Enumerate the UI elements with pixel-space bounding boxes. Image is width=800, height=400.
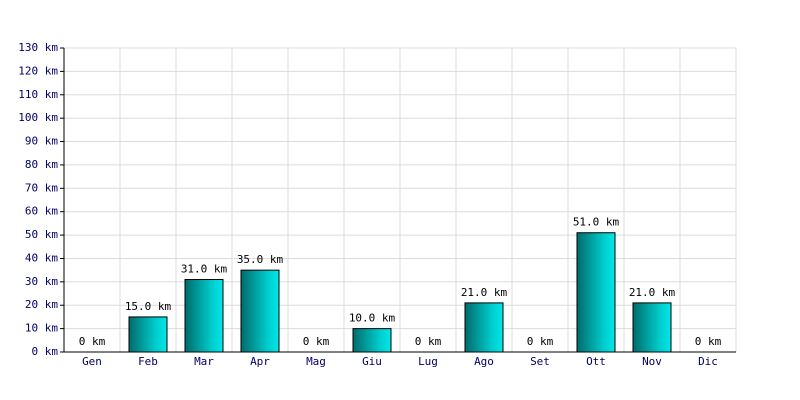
bar [632, 302, 672, 353]
value-label: 31.0 km [181, 263, 228, 276]
x-tick-label: Gen [82, 355, 102, 368]
bar [352, 328, 392, 353]
value-label: 0 km [79, 335, 106, 348]
value-label: 0 km [415, 335, 442, 348]
x-tick-label: Dic [698, 355, 718, 368]
y-tick-label: 90 km [25, 135, 58, 148]
bar [184, 279, 224, 353]
value-label: 0 km [527, 335, 554, 348]
value-label: 0 km [695, 335, 722, 348]
x-tick-label: Set [530, 355, 550, 368]
marks-layer: 0 km 10 km 20 km 30 km 40 km 50 km 60 km 70 km 8… [18, 41, 736, 368]
y-tick-label: 110 km [18, 88, 58, 101]
x-tick-label: Feb [138, 355, 158, 368]
x-tick-label: Giu [362, 355, 382, 368]
value-label: 21.0 km [461, 286, 508, 299]
y-tick-label: 100 km [18, 111, 58, 124]
x-tick-label: Mar [194, 355, 214, 368]
x-tick-label: Nov [642, 355, 662, 368]
y-tick-label: 40 km [25, 251, 58, 264]
value-label: 0 km [303, 335, 330, 348]
bar [128, 316, 168, 353]
value-label: 15.0 km [125, 300, 172, 313]
value-label: 21.0 km [629, 286, 676, 299]
value-label: 51.0 km [573, 216, 620, 229]
x-tick-label: Mag [306, 355, 326, 368]
y-tick-label: 50 km [25, 228, 58, 241]
x-tick-label: Lug [418, 355, 438, 368]
bar [576, 232, 616, 353]
y-tick-label: 130 km [18, 41, 58, 54]
bar [240, 269, 280, 353]
x-tick-label: Apr [250, 355, 270, 368]
y-tick-label: 80 km [25, 158, 58, 171]
bar [464, 302, 504, 353]
x-tick-label: Ott [586, 355, 606, 368]
x-tick-label: Ago [474, 355, 494, 368]
y-tick-label: 60 km [25, 205, 58, 218]
y-tick-label: 20 km [25, 298, 58, 311]
y-tick-label: 120 km [18, 64, 58, 77]
y-tick-label: 10 km [25, 322, 58, 335]
value-label: 35.0 km [237, 253, 284, 266]
y-tick-label: 0 km [32, 345, 59, 358]
y-tick-label: 70 km [25, 181, 58, 194]
value-label: 10.0 km [349, 312, 396, 325]
y-tick-label: 30 km [25, 275, 58, 288]
